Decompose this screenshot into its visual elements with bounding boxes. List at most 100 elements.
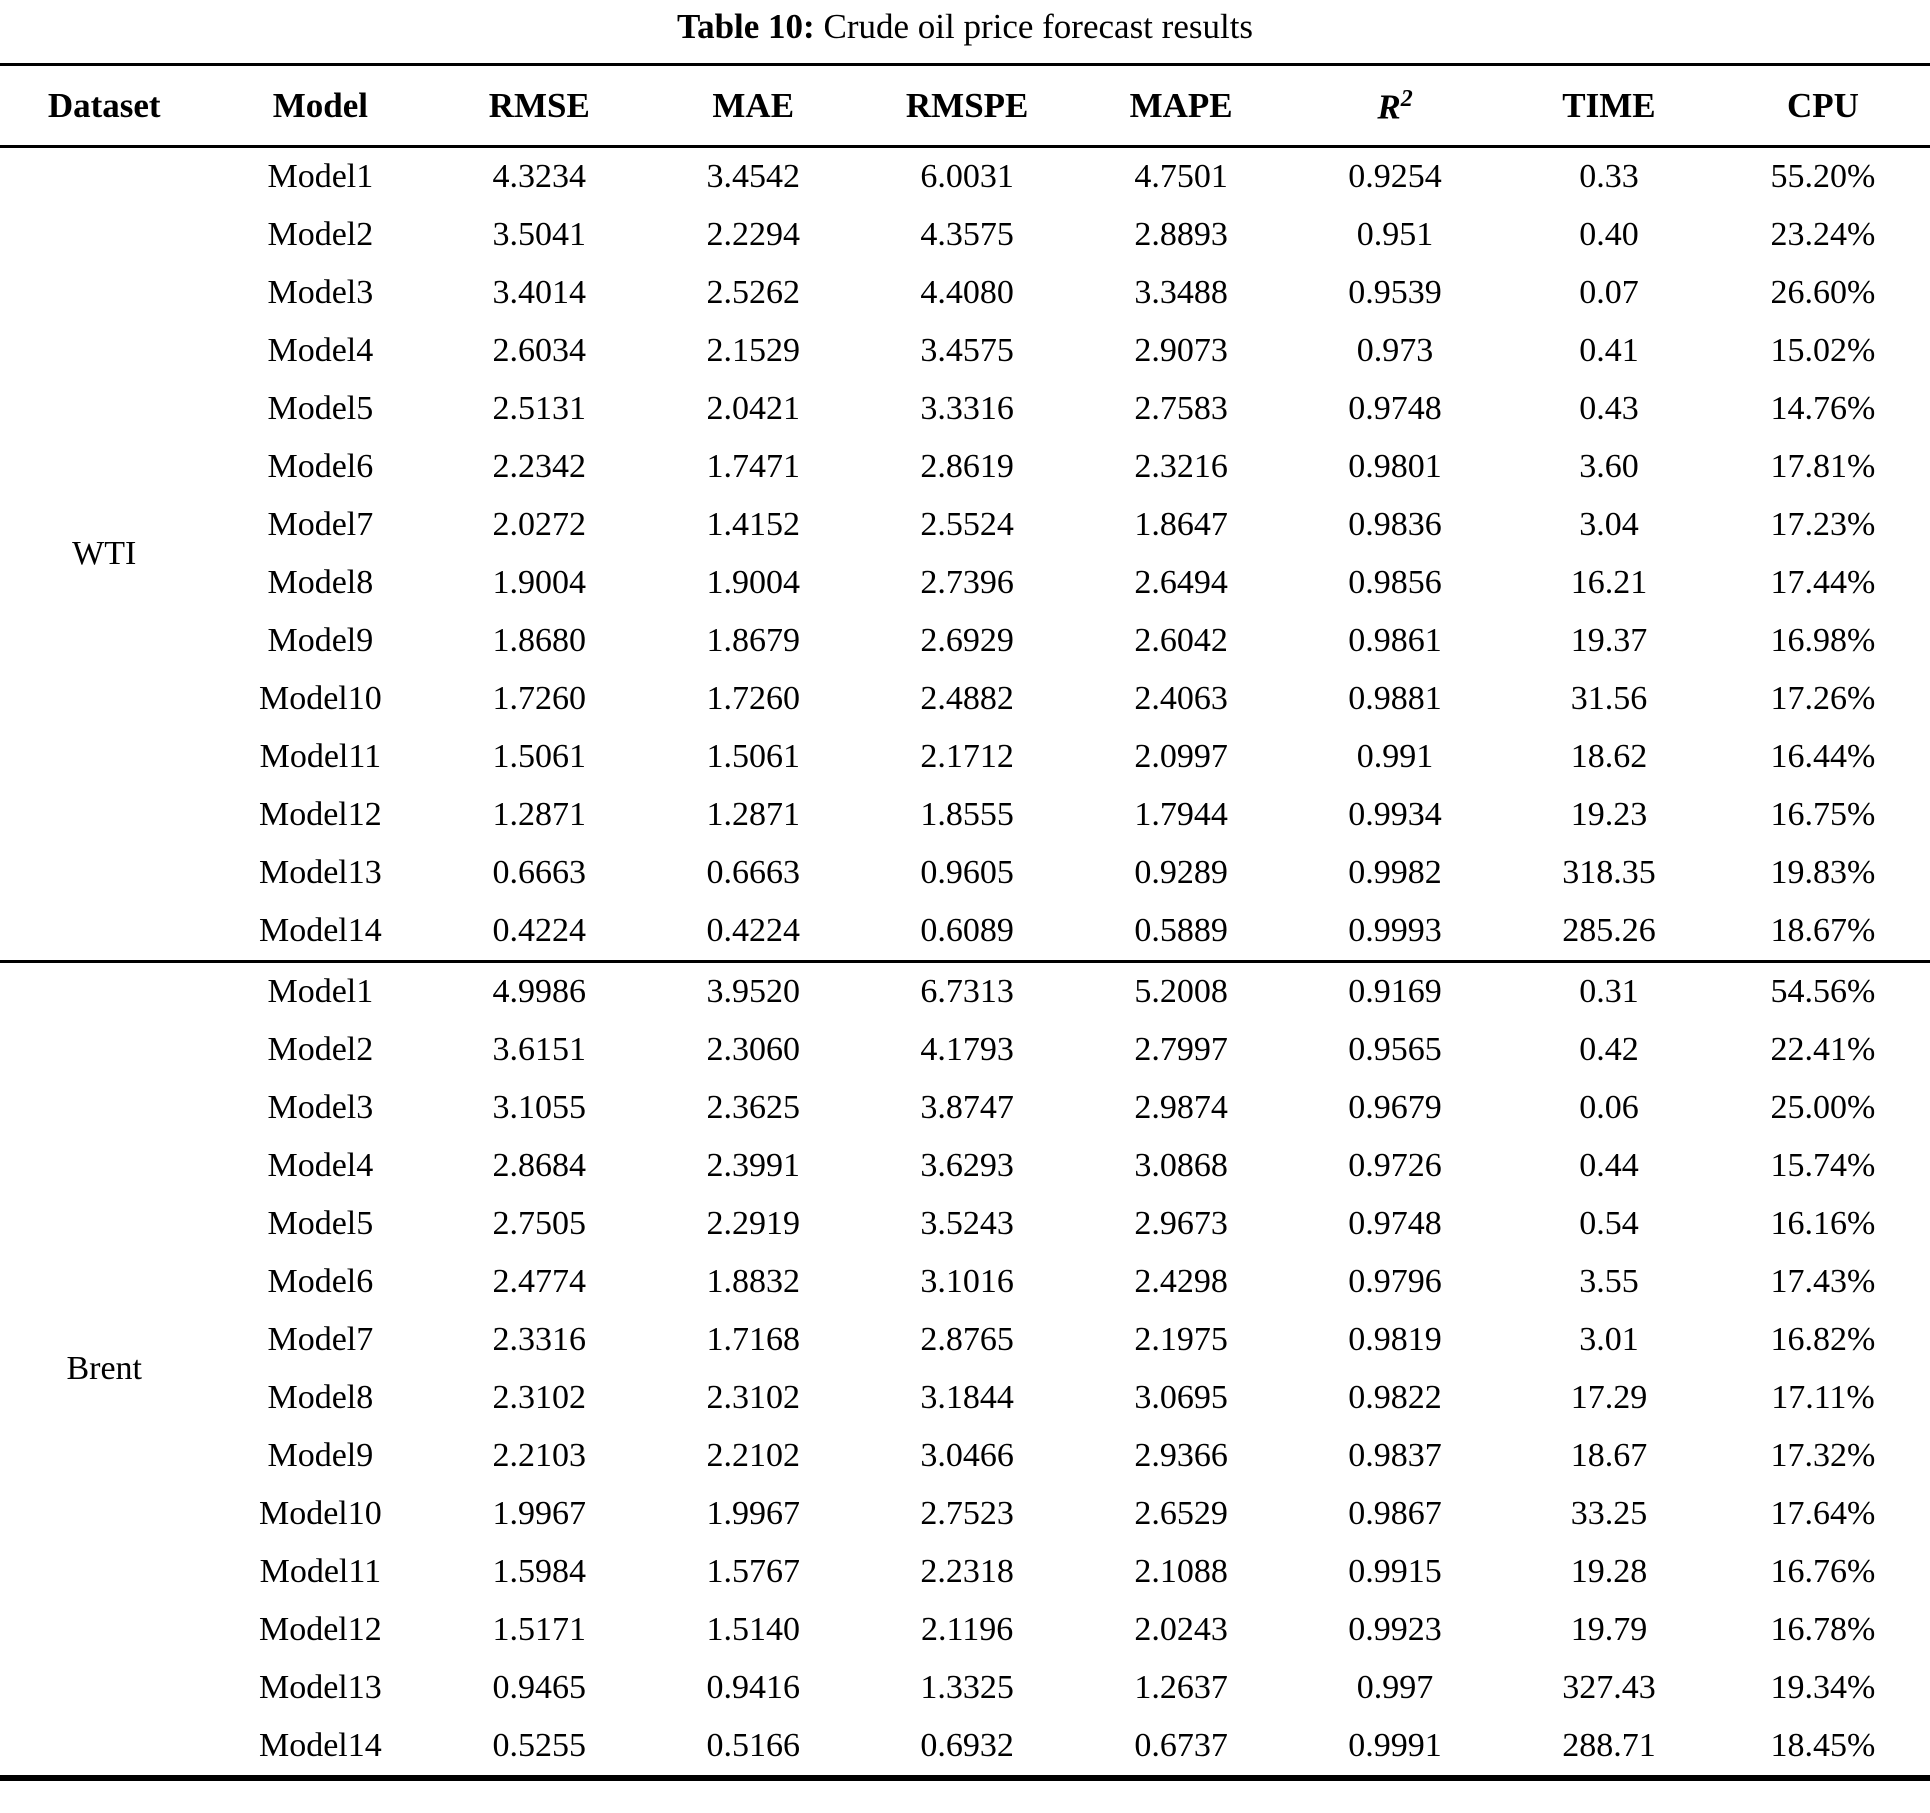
mape-cell: 0.6737 [1134,1727,1228,1765]
time-cell: 3.04 [1579,506,1639,544]
mape-cell: 2.6042 [1134,622,1228,660]
model-cell: Model2 [267,1031,374,1069]
mae-cell: 1.4152 [706,506,800,544]
cpu-cell: 17.64% [1770,1495,1876,1533]
rmspe-cell: 0.9605 [920,854,1014,892]
table-row: Model8 2.3102 2.3102 3.1844 3.0695 0.9822 17.2… [0,1369,1930,1427]
cpu-cell: 16.75% [1770,796,1876,834]
cpu-cell: 16.44% [1770,738,1876,776]
mape-cell: 1.8647 [1134,506,1228,544]
mae-cell: 2.3991 [706,1147,800,1185]
table-row: Model5 2.5131 2.0421 3.3316 2.7583 0.9748 0.43… [0,380,1930,438]
rmse-cell: 1.5171 [492,1611,587,1649]
model-cell: Model6 [267,448,374,486]
table-row: WTI Model1 4.3234 3.4542 6.0031 4.7501 0.9254 0… [0,146,1930,964]
time-cell: 19.79 [1570,1611,1648,1649]
model-cell: Model5 [267,1205,374,1243]
mape-cell: 2.3216 [1134,448,1228,486]
mape-cell: 4.7501 [1134,158,1228,196]
mae-cell: 2.2294 [706,216,800,254]
table-row: Model7 2.0272 1.4152 2.5524 1.8647 0.9836 3.04… [0,496,1930,554]
table-row: Model4 2.8684 2.3991 3.6293 3.0868 0.9726 0.44… [0,1137,1930,1195]
cpu-cell: 17.11% [1771,1379,1875,1417]
cpu-cell: 15.74% [1770,1147,1876,1185]
rmspe-cell: 4.1793 [920,1031,1014,1069]
time-cell: 18.62 [1570,738,1648,776]
col-header-r2: R2 [1288,64,1502,149]
time-cell: 327.43 [1562,1669,1656,1707]
time-cell: 0.43 [1579,390,1639,428]
mae-cell: 2.2102 [706,1437,800,1475]
table-row: Model8 1.9004 1.9004 2.7396 2.6494 0.9856 16.2… [0,554,1930,612]
rmse-cell: 2.6034 [492,332,587,370]
model-cell: Model9 [267,622,374,660]
time-cell: 0.44 [1579,1147,1639,1185]
model-cell: Model10 [258,1495,382,1533]
r2-cell: 0.9796 [1348,1263,1442,1301]
rmspe-cell: 2.6929 [920,622,1014,660]
cpu-cell: 26.60% [1770,274,1876,312]
table-row: Model5 2.7505 2.2919 3.5243 2.9673 0.9748 0.54… [0,1195,1930,1253]
r2-base: R [1377,87,1401,127]
r2-cell: 0.9836 [1348,506,1442,544]
table-row: Model11 1.5061 1.5061 2.1712 2.0997 0.991 18.6… [0,728,1930,786]
cpu-cell: 19.34% [1770,1669,1876,1707]
col-header-rmse: RMSE [432,64,647,149]
mape-cell: 2.9073 [1134,332,1228,370]
col-header-mae: MAE [646,64,861,149]
rmse-cell: 2.2342 [492,448,587,486]
table-caption-label: Table 10: [676,7,815,46]
time-cell: 0.06 [1579,1089,1639,1127]
r2-cell: 0.9539 [1348,274,1442,312]
r2-cell: 0.9679 [1348,1089,1442,1127]
mape-cell: 2.8893 [1134,216,1228,254]
cpu-cell: 54.56% [1770,973,1876,1011]
mae-cell: 1.5061 [706,738,800,776]
rmse-cell: 3.4014 [492,274,587,312]
cpu-cell: 55.20% [1770,158,1876,196]
time-cell: 288.71 [1562,1727,1656,1765]
r2-cell: 0.9861 [1348,622,1442,660]
rmse-cell: 0.4224 [432,902,647,964]
mape-cell: 2.7997 [1134,1031,1228,1069]
model-cell: Model2 [267,216,374,254]
rmse-cell: 2.0272 [492,506,587,544]
model-cell: Model1 [267,158,374,196]
mae-cell: 1.5140 [706,1611,800,1649]
rmse-cell: 1.7260 [492,680,587,718]
mae-cell: 1.5767 [706,1553,800,1591]
r2-cell: 0.9934 [1348,796,1442,834]
mae-cell: 1.7471 [706,448,800,486]
model-cell: Model11 [259,1553,382,1591]
r2-cell: 0.973 [1356,332,1434,370]
rmspe-cell: 2.2318 [920,1553,1014,1591]
mape-cell: 5.2008 [1134,973,1228,1011]
dataset-label: WTI [0,146,209,964]
model-cell: Model3 [267,1089,374,1127]
r2-cell: 0.9991 [1348,1727,1442,1765]
mape-cell: 2.6494 [1134,564,1228,602]
table-row: Model10 1.7260 1.7260 2.4882 2.4063 0.9881 31.… [0,670,1930,728]
rmse-cell: 3.1055 [492,1089,587,1127]
cpu-cell: 19.83% [1770,854,1876,892]
cpu-cell: 16.16% [1770,1205,1876,1243]
mape-cell: 3.0695 [1134,1379,1228,1417]
mae-cell: 1.7260 [706,680,800,718]
r2-cell: 0.991 [1356,738,1434,776]
table-row: Model12 1.5171 1.5140 2.1196 2.0243 0.9923 19.… [0,1601,1930,1659]
time-cell: 3.55 [1579,1263,1639,1301]
rmspe-cell: 4.4080 [920,274,1014,312]
col-header-cpu: CPU [1715,64,1930,149]
mape-cell: 2.1088 [1134,1553,1228,1591]
mape-cell: 2.4298 [1134,1263,1228,1301]
rmspe-cell: 2.1712 [920,738,1014,776]
time-cell: 0.33 [1579,158,1639,196]
rmse-cell: 1.5061 [492,738,587,776]
rmse-cell: 2.3102 [492,1379,587,1417]
model-cell: Model3 [267,274,374,312]
col-header-model: Model [208,64,433,149]
r2-cell: 0.9881 [1348,680,1442,718]
table-row: Model14 0.4224 0.4224 0.6089 0.5889 0.9993 285… [0,902,1930,964]
header-row: Dataset Model RMSE MAE RMSPE MAPE R2 TIM… [0,64,1930,149]
model-cell: Model8 [267,564,374,602]
